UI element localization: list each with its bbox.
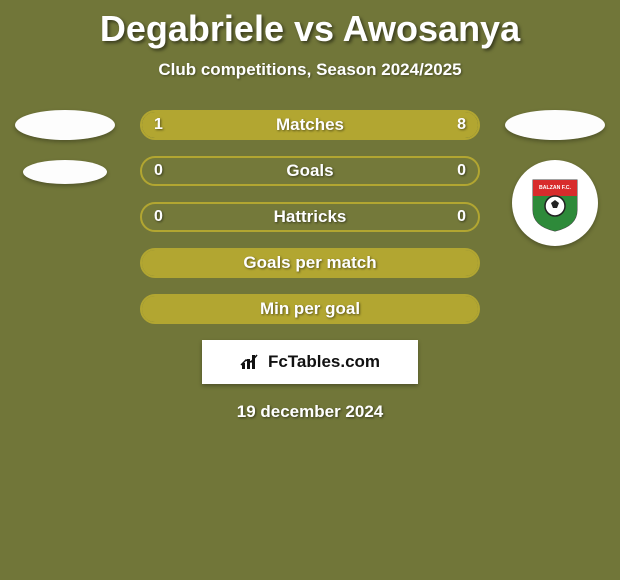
left-team-badges (10, 110, 120, 204)
right-team-badges: BALZAN F.C. (500, 110, 610, 246)
stat-row: 00Goals (140, 156, 480, 186)
stat-bars: 18Matches 00Goals 00Hattricks Goals per mat… (140, 110, 480, 324)
stats-area: BALZAN F.C. 18Matches 00Goals 00Hattricks G… (0, 110, 620, 324)
stat-label: Min per goal (142, 296, 478, 322)
svg-text:BALZAN F.C.: BALZAN F.C. (539, 185, 572, 191)
stat-row: 00Hattricks (140, 202, 480, 232)
stat-label: Matches (142, 112, 478, 138)
page-title: Degabriele vs Awosanya (0, 0, 620, 50)
team-badge-placeholder (505, 110, 605, 140)
stat-row: Goals per match (140, 248, 480, 278)
stat-row: Min per goal (140, 294, 480, 324)
brand-text: FcTables.com (268, 352, 380, 372)
shield-icon: BALZAN F.C. (529, 174, 581, 232)
stat-label: Goals (142, 158, 478, 184)
team-crest-balzan: BALZAN F.C. (512, 160, 598, 246)
brand-badge[interactable]: FcTables.com (202, 340, 418, 384)
page-subtitle: Club competitions, Season 2024/2025 (0, 60, 620, 80)
stat-label: Goals per match (142, 250, 478, 276)
stat-row: 18Matches (140, 110, 480, 140)
chart-icon (240, 353, 262, 371)
footer-date: 19 december 2024 (0, 402, 620, 422)
team-badge-placeholder (23, 160, 107, 184)
team-badge-placeholder (15, 110, 115, 140)
stat-label: Hattricks (142, 204, 478, 230)
